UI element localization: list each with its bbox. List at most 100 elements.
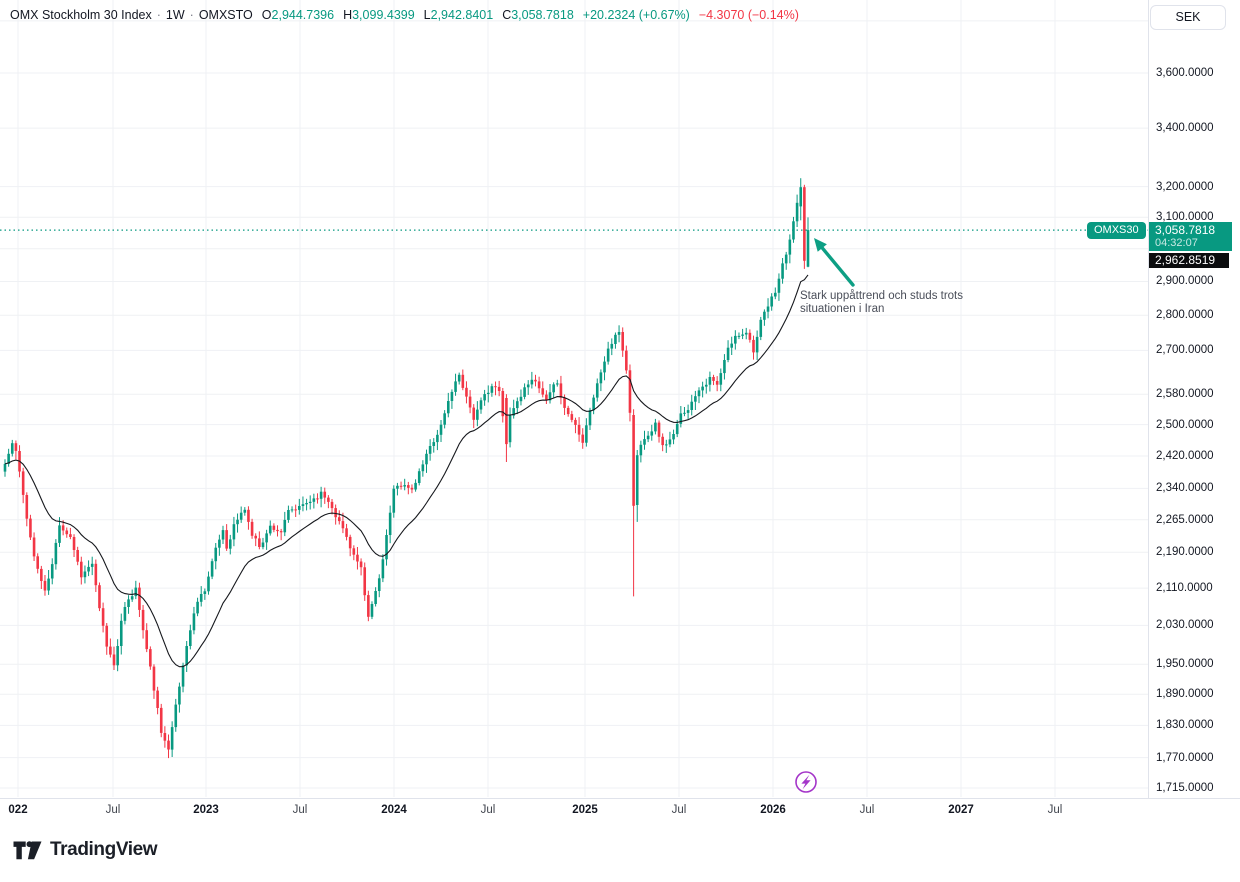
candle-body [523, 387, 526, 397]
candle-body [461, 374, 465, 388]
candle-body [570, 414, 574, 420]
candle-body [803, 187, 806, 261]
candle-body [479, 400, 483, 410]
candle-body [109, 646, 112, 655]
price-axis-label: 1,950.0000 [1156, 658, 1214, 671]
candle-body [457, 374, 461, 382]
candle-body [145, 630, 149, 650]
candle-body [770, 296, 773, 307]
candle-body [686, 410, 690, 413]
candle-body [178, 686, 181, 705]
candle-body [159, 707, 163, 733]
candle-body [69, 534, 72, 537]
drawing-note-text[interactable]: Stark uppåttrend och studs trots situati… [800, 290, 963, 315]
candle-body [734, 335, 737, 344]
candle-body [174, 704, 178, 728]
symbol-legend: OMX Stockholm 30 Index · 1W · OMXSTO O2,944.7… [10, 8, 799, 22]
candle-body [610, 343, 614, 349]
candle-body [388, 512, 392, 535]
candle-body [58, 525, 61, 543]
candle-body [232, 524, 236, 540]
price-axis-label: 3,400.0000 [1156, 122, 1214, 135]
candle-body [555, 383, 559, 385]
candle-body [563, 397, 566, 408]
candle-body [759, 319, 763, 337]
candle-body [465, 387, 468, 397]
candle-body [359, 561, 363, 568]
trend-arrow[interactable] [818, 243, 855, 287]
candle-body [83, 571, 87, 578]
candle-body [337, 517, 341, 522]
currency-button[interactable]: SEK [1150, 5, 1226, 30]
candle-body [21, 471, 25, 495]
candle-body [276, 529, 279, 532]
candle-body [541, 388, 545, 395]
chart-pane[interactable] [0, 0, 1148, 797]
candle-body [559, 383, 563, 398]
candle-body [152, 666, 156, 691]
candle-body [646, 435, 650, 440]
candle-body [308, 501, 312, 503]
candle-body [123, 607, 127, 621]
candle-body [341, 521, 345, 529]
trend-arrow-head[interactable] [814, 238, 827, 252]
candle-body [672, 434, 675, 440]
candle-body [54, 542, 58, 565]
price-axis[interactable]: SEK 3,600.0000 3,400.0000 3,200.0000 3,100.… [1148, 0, 1240, 798]
candle-body [76, 550, 79, 562]
symbol-title[interactable]: OMX Stockholm 30 Index [10, 8, 152, 22]
interval-label[interactable]: 1W [165, 8, 185, 22]
last-price-badge: 3,058.7818 04:32:07 [1149, 222, 1232, 252]
tradingview-logo-text: TradingView [50, 839, 158, 860]
price-axis-label: 2,030.0000 [1156, 619, 1214, 632]
candle-body [617, 332, 621, 335]
price-axis-label: 1,715.0000 [1156, 782, 1214, 794]
candle-body [752, 339, 755, 353]
candle-body [290, 509, 294, 511]
open-value: 2,944.7396 [271, 8, 335, 22]
candle-body [530, 379, 534, 385]
price-axis-label: 1,830.0000 [1156, 719, 1214, 732]
candle-body [632, 415, 635, 506]
candle-body [723, 360, 726, 374]
candle-body [650, 431, 654, 436]
candle-body [196, 601, 199, 614]
candle-body [595, 383, 599, 398]
footer-bar: TradingView [0, 825, 1240, 882]
candle-body [508, 415, 512, 443]
candle-body [167, 740, 170, 750]
price-axis-label: 2,800.0000 [1156, 309, 1214, 322]
legend-separator: · [156, 8, 161, 22]
annotation-line1: Stark uppåttrend och studs trots [800, 290, 964, 302]
candle-body [94, 563, 98, 586]
candle-body [781, 263, 784, 279]
candle-body [410, 487, 414, 490]
candle-body [265, 533, 268, 543]
candle-body [207, 576, 210, 592]
candle-body [298, 506, 301, 510]
candle-body [294, 509, 297, 511]
candle-body [80, 561, 83, 578]
candle-body [476, 409, 479, 420]
candle-body [323, 491, 327, 498]
candle-body [715, 381, 719, 385]
candle-body [43, 580, 47, 591]
candle-body [635, 455, 639, 505]
candle-body [316, 498, 319, 500]
price-axis-label: 1,890.0000 [1156, 688, 1214, 701]
candle-body [744, 332, 748, 335]
time-axis[interactable]: 022 Jul 2023 Jul 2024 Jul 2025 Jul 2026 Jul 2027 Ju… [0, 798, 1240, 826]
candle-body [156, 690, 159, 708]
candle-body [348, 536, 352, 549]
candle-body [10, 443, 14, 454]
candle-body [334, 508, 337, 518]
tradingview-logo[interactable]: TradingView [13, 839, 158, 861]
candle-body [581, 434, 585, 443]
candle-body [628, 370, 632, 413]
candle-body [730, 343, 733, 348]
candle-body [367, 595, 370, 617]
candle-body [432, 442, 436, 446]
candle-body [47, 578, 50, 591]
annotation-line2: situationen i Iran [800, 302, 885, 315]
candle-body [690, 401, 694, 410]
